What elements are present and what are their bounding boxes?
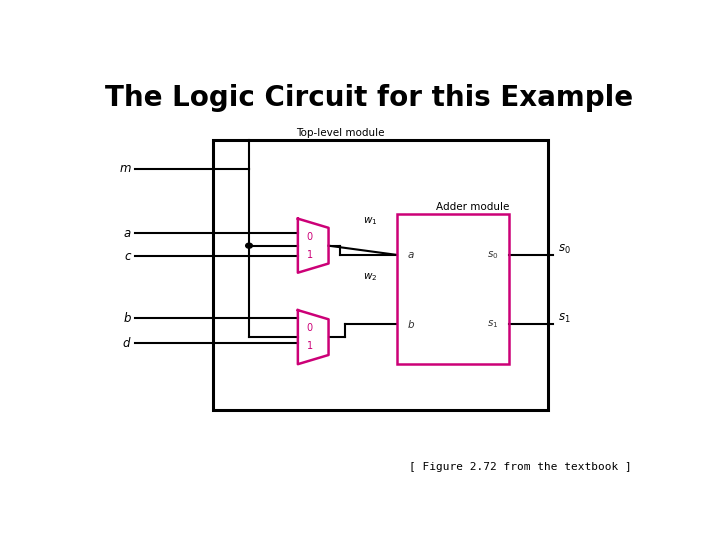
Text: $m$: $m$ xyxy=(120,162,132,176)
Text: The Logic Circuit for this Example: The Logic Circuit for this Example xyxy=(105,84,633,112)
Text: 0: 0 xyxy=(307,323,313,333)
Text: 0: 0 xyxy=(307,232,313,241)
Text: $a$: $a$ xyxy=(123,227,132,240)
Text: 1: 1 xyxy=(307,341,313,352)
Text: $c$: $c$ xyxy=(124,249,132,262)
Bar xyxy=(397,214,508,364)
Text: $s_0$: $s_0$ xyxy=(487,249,498,261)
Text: $b$: $b$ xyxy=(407,318,415,330)
Text: [ Figure 2.72 from the textbook ]: [ Figure 2.72 from the textbook ] xyxy=(408,462,631,472)
Text: $b$: $b$ xyxy=(123,312,132,326)
Text: $w_2$: $w_2$ xyxy=(364,271,378,283)
Text: $a$: $a$ xyxy=(407,250,415,260)
Text: $d$: $d$ xyxy=(122,336,132,350)
Text: $s_1$: $s_1$ xyxy=(557,312,570,325)
Text: $w_1$: $w_1$ xyxy=(364,215,378,227)
Text: 1: 1 xyxy=(307,250,313,260)
Text: $s_1$: $s_1$ xyxy=(487,318,498,329)
Bar xyxy=(213,140,547,410)
Text: $s_0$: $s_0$ xyxy=(557,244,570,256)
Text: Top-level module: Top-level module xyxy=(296,127,384,138)
Text: Adder module: Adder module xyxy=(436,202,509,212)
Circle shape xyxy=(246,243,253,248)
